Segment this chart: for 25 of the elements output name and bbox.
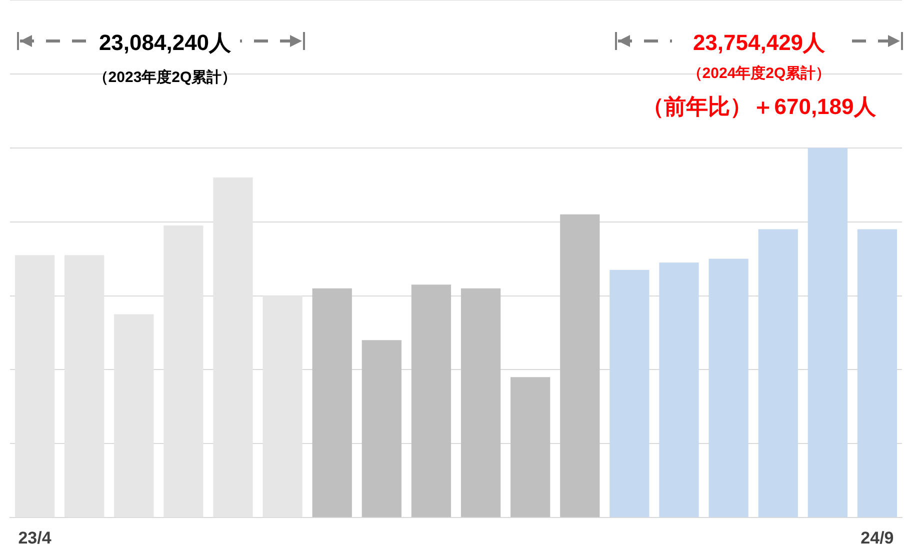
bar (362, 340, 402, 518)
bar (14, 255, 55, 518)
bar (758, 229, 798, 518)
bar (262, 296, 302, 518)
bar (808, 148, 848, 518)
text: 23,754,429人 (692, 29, 826, 57)
bar (659, 262, 699, 518)
bar (510, 377, 550, 518)
bar (460, 288, 501, 518)
text: 23,084,240人 (98, 29, 232, 57)
bar (64, 255, 104, 518)
bar (213, 177, 253, 518)
text: （2024年度2Q累計） (686, 64, 832, 83)
bar (708, 258, 748, 518)
text: （前年比）＋670,189人 (641, 93, 877, 121)
bar (610, 270, 650, 518)
bar (114, 314, 154, 518)
text: （2023年度2Q累計） (92, 68, 238, 87)
bar (857, 229, 898, 518)
bar (411, 284, 452, 518)
x-tick-label: 23/4 (18, 528, 52, 548)
bar (164, 226, 204, 518)
bar (560, 214, 600, 518)
x-tick-label: 24/9 (860, 528, 894, 548)
bar (312, 288, 352, 518)
